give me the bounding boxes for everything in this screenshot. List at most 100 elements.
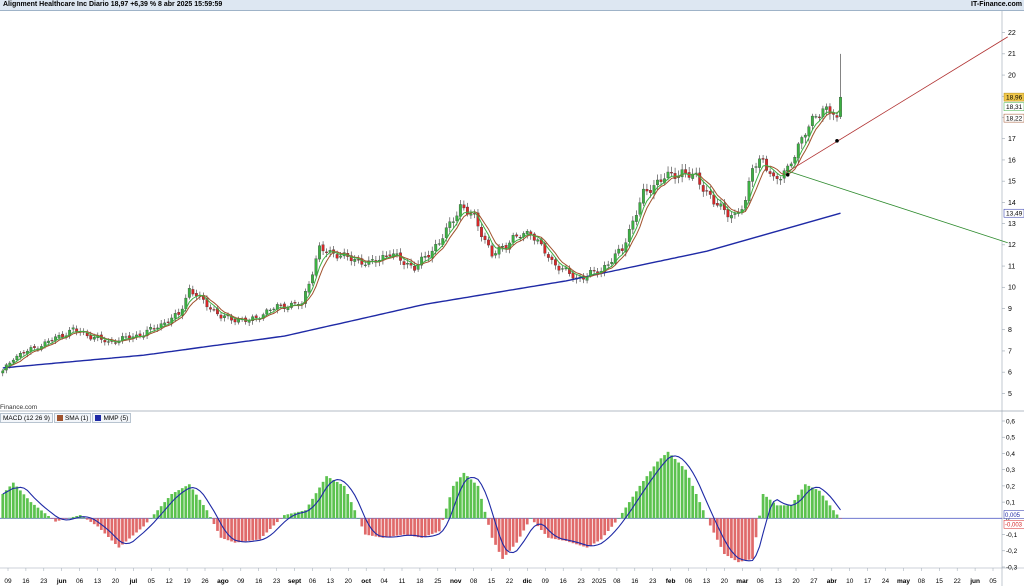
candle-body (22, 352, 26, 354)
macd-bar (325, 476, 328, 519)
macd-bar (779, 505, 783, 519)
macd-bar (392, 518, 395, 537)
candle-body (268, 309, 272, 311)
macd-bar (448, 497, 452, 519)
macd-legend-item[interactable]: MMP (5) (92, 413, 132, 423)
candle-body (504, 245, 508, 249)
candle-body (363, 264, 367, 266)
candle-body (89, 334, 93, 340)
macd-bar (508, 518, 511, 551)
macd-bar (821, 495, 825, 519)
candle-body (532, 233, 536, 241)
sma-badge-text: 18,22 (1006, 116, 1023, 123)
legend-label: SMA (1) (64, 414, 89, 422)
macd-bar (219, 518, 223, 538)
price-tick-label: 20 (1008, 72, 1016, 79)
macd-bar (159, 506, 163, 519)
candle-body (304, 291, 307, 304)
macd-badge (1003, 510, 1024, 519)
macd-bar (680, 466, 684, 519)
macd-bar (11, 482, 15, 519)
x-tick-label: 08 (918, 578, 926, 585)
x-tick-label: 10 (846, 578, 854, 585)
x-tick-label: 2025 (592, 578, 607, 585)
x-tick-label: 23 (577, 578, 585, 585)
candle-body (497, 246, 501, 255)
macd-tick-label: 0 (1006, 516, 1010, 523)
candle-body (814, 116, 818, 118)
candle-body (92, 336, 96, 340)
macd-bar (233, 518, 237, 543)
macd-bar (620, 512, 624, 519)
x-tick-label: feb (666, 578, 676, 585)
macd-badge (1003, 520, 1024, 529)
mmp200-badge-text: 13,49 (1006, 211, 1023, 218)
macd-bar (659, 458, 663, 519)
macd-bar (796, 494, 800, 519)
candle-body (684, 169, 688, 174)
candle-body (606, 264, 610, 266)
macd-bar (300, 511, 304, 519)
candle-body (803, 134, 807, 138)
macd-bar (814, 489, 818, 519)
macd-bar (691, 485, 695, 519)
macd-tick-label: 0,2 (1006, 483, 1015, 490)
price-tick-label: 7 (1008, 348, 1012, 355)
macd-bar (652, 466, 656, 519)
candle-body (307, 283, 311, 293)
candle-body (335, 254, 339, 259)
macd-bar (835, 514, 839, 519)
candle-body (536, 239, 540, 242)
candle-body (166, 321, 170, 323)
candle-body (775, 176, 779, 179)
macd-bar (645, 476, 649, 519)
macd-bar (173, 492, 177, 519)
x-tick-label: 20 (112, 578, 120, 585)
x-tick-label: ago (217, 578, 229, 585)
candle-body (321, 244, 325, 252)
candle-body (613, 253, 617, 264)
price-pane (0, 12, 1024, 404)
macd-bar (247, 518, 251, 541)
x-tick-label: nov (450, 578, 462, 585)
macd-bar (793, 500, 797, 519)
legend-swatch (95, 415, 102, 421)
x-tick-label: 09 (542, 578, 550, 585)
candle-body (733, 213, 737, 215)
candle-body (825, 106, 828, 110)
macd-bar (575, 518, 578, 545)
macd-bar (557, 518, 561, 540)
candle-body (719, 203, 723, 207)
candle-body (634, 215, 638, 222)
candle-body (50, 340, 54, 342)
macd-bar (701, 510, 705, 519)
x-tick-label: sept (288, 578, 302, 585)
candle-body (409, 262, 413, 266)
legend-label: MMP (5) (103, 414, 129, 422)
trendline-down (785, 170, 1008, 244)
macd-bar (230, 518, 233, 542)
candle-body (691, 173, 695, 179)
macd-bar (399, 518, 402, 536)
price-tick-label: 5 (1008, 391, 1012, 398)
macd-bar (117, 518, 121, 548)
macd-bar (832, 510, 835, 519)
x-tick-label: 13 (327, 578, 335, 585)
macd-legend-item[interactable]: MACD (12 26 9) (0, 413, 53, 423)
candle-body (631, 220, 635, 230)
candle-body (712, 194, 716, 205)
macd-bar (57, 518, 61, 521)
macd-bar (444, 508, 448, 519)
candle-body (835, 115, 839, 118)
macd-bar (272, 518, 276, 526)
macd-bar (71, 516, 75, 519)
macd-legend-item[interactable]: SMA (1) (53, 413, 92, 423)
macd-bar (216, 518, 219, 531)
candle-body (293, 302, 297, 304)
candle-body (641, 188, 645, 204)
candle-body (402, 261, 406, 265)
macd-tick-label: 0,3 (1006, 467, 1015, 474)
macd-bar (226, 518, 230, 541)
candle-body (33, 346, 36, 348)
